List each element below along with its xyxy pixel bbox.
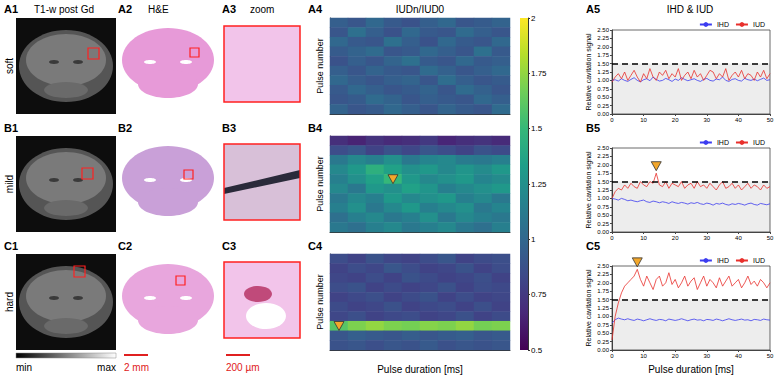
svg-text:hard: hard <box>4 292 15 312</box>
svg-text:20: 20 <box>672 235 679 241</box>
svg-text:0: 0 <box>610 117 614 123</box>
svg-text:A4: A4 <box>308 3 323 15</box>
svg-text:0.75: 0.75 <box>531 290 547 299</box>
svg-text:0.75: 0.75 <box>597 322 609 328</box>
svg-text:0.75: 0.75 <box>597 86 609 92</box>
svg-text:40: 40 <box>735 117 742 123</box>
svg-text:IUD: IUD <box>753 21 765 28</box>
svg-text:0.00: 0.00 <box>597 111 609 117</box>
svg-text:0.5: 0.5 <box>531 346 543 355</box>
svg-text:1.75: 1.75 <box>531 69 547 78</box>
svg-text:B2: B2 <box>118 122 132 134</box>
svg-text:0.25: 0.25 <box>597 221 609 227</box>
svg-text:1.50: 1.50 <box>597 61 609 67</box>
svg-text:2.25: 2.25 <box>597 153 609 159</box>
svg-text:C1: C1 <box>4 240 18 252</box>
svg-text:2.25: 2.25 <box>597 35 609 41</box>
svg-text:min: min <box>16 362 32 373</box>
svg-text:20: 20 <box>672 117 679 123</box>
svg-text:1: 1 <box>531 235 536 244</box>
svg-text:1.25: 1.25 <box>597 69 609 75</box>
svg-text:50: 50 <box>767 353 774 359</box>
svg-text:Pulse number: Pulse number <box>315 156 325 212</box>
svg-text:10: 10 <box>640 117 647 123</box>
svg-text:30: 30 <box>703 117 710 123</box>
svg-text:40: 40 <box>735 235 742 241</box>
svg-text:0.00: 0.00 <box>597 229 609 235</box>
svg-text:B1: B1 <box>4 122 18 134</box>
svg-text:40: 40 <box>735 353 742 359</box>
svg-text:max: max <box>97 362 116 373</box>
svg-text:200 µm: 200 µm <box>226 362 260 373</box>
svg-text:IUDn/IUD0: IUDn/IUD0 <box>396 4 445 15</box>
svg-text:0: 0 <box>610 353 614 359</box>
svg-text:0.50: 0.50 <box>597 94 609 100</box>
svg-text:IHD: IHD <box>717 139 729 146</box>
svg-text:IHD: IHD <box>717 257 729 264</box>
svg-text:30: 30 <box>703 353 710 359</box>
svg-text:Pulse number: Pulse number <box>315 274 325 330</box>
svg-text:0.50: 0.50 <box>597 330 609 336</box>
svg-text:A2: A2 <box>118 3 132 15</box>
svg-text:1.00: 1.00 <box>597 77 609 83</box>
svg-text:1.25: 1.25 <box>531 180 547 189</box>
svg-text:zoom: zoom <box>250 4 274 15</box>
svg-text:1.25: 1.25 <box>597 305 609 311</box>
svg-text:Pulse duration [ms]: Pulse duration [ms] <box>377 364 463 375</box>
svg-text:Relative cavitation signal: Relative cavitation signal <box>585 269 593 346</box>
svg-text:C2: C2 <box>118 240 132 252</box>
svg-text:2.50: 2.50 <box>597 145 609 151</box>
svg-text:2.25: 2.25 <box>597 271 609 277</box>
svg-text:1.50: 1.50 <box>597 179 609 185</box>
svg-text:10: 10 <box>640 353 647 359</box>
svg-text:0.25: 0.25 <box>597 339 609 345</box>
svg-text:1.5: 1.5 <box>531 124 543 133</box>
svg-text:0.00: 0.00 <box>597 347 609 353</box>
svg-text:mild: mild <box>4 175 15 193</box>
svg-text:1.00: 1.00 <box>597 195 609 201</box>
svg-text:2.00: 2.00 <box>597 162 609 168</box>
svg-text:50: 50 <box>767 117 774 123</box>
svg-text:1.00: 1.00 <box>597 313 609 319</box>
svg-text:C4: C4 <box>308 240 323 252</box>
svg-text:H&E: H&E <box>148 4 169 15</box>
svg-text:2.50: 2.50 <box>597 27 609 33</box>
svg-text:2: 2 <box>531 14 536 23</box>
svg-text:2.00: 2.00 <box>597 280 609 286</box>
svg-text:B4: B4 <box>308 122 323 134</box>
svg-text:1.25: 1.25 <box>597 187 609 193</box>
svg-text:Pulse duration [ms]: Pulse duration [ms] <box>648 364 734 375</box>
svg-text:30: 30 <box>703 235 710 241</box>
svg-text:0.25: 0.25 <box>597 103 609 109</box>
svg-text:C3: C3 <box>222 240 236 252</box>
svg-text:IHD & IUD: IHD & IUD <box>667 4 714 15</box>
svg-text:0.50: 0.50 <box>597 212 609 218</box>
svg-text:IUD: IUD <box>753 257 765 264</box>
svg-text:1.75: 1.75 <box>597 170 609 176</box>
svg-text:0: 0 <box>610 235 614 241</box>
svg-text:50: 50 <box>767 235 774 241</box>
svg-text:C5: C5 <box>586 240 600 252</box>
svg-text:Relative cavitation signal: Relative cavitation signal <box>585 151 593 228</box>
svg-text:1.50: 1.50 <box>597 297 609 303</box>
svg-text:A5: A5 <box>586 3 600 15</box>
svg-text:T1-w post Gd: T1-w post Gd <box>34 4 94 15</box>
svg-text:2 mm: 2 mm <box>124 362 149 373</box>
svg-text:IHD: IHD <box>717 21 729 28</box>
svg-text:20: 20 <box>672 353 679 359</box>
svg-text:1.75: 1.75 <box>597 288 609 294</box>
svg-text:2.00: 2.00 <box>597 44 609 50</box>
svg-text:0.75: 0.75 <box>597 204 609 210</box>
svg-text:2.50: 2.50 <box>597 263 609 269</box>
svg-text:10: 10 <box>640 235 647 241</box>
svg-text:IUD: IUD <box>753 139 765 146</box>
svg-text:A1: A1 <box>4 3 18 15</box>
svg-text:B5: B5 <box>586 122 600 134</box>
svg-text:1.75: 1.75 <box>597 52 609 58</box>
svg-text:B3: B3 <box>222 122 236 134</box>
svg-text:Relative cavitation signal: Relative cavitation signal <box>585 33 593 110</box>
svg-text:A3: A3 <box>222 3 236 15</box>
svg-text:soft: soft <box>4 58 15 74</box>
svg-text:Pulse number: Pulse number <box>315 38 325 94</box>
